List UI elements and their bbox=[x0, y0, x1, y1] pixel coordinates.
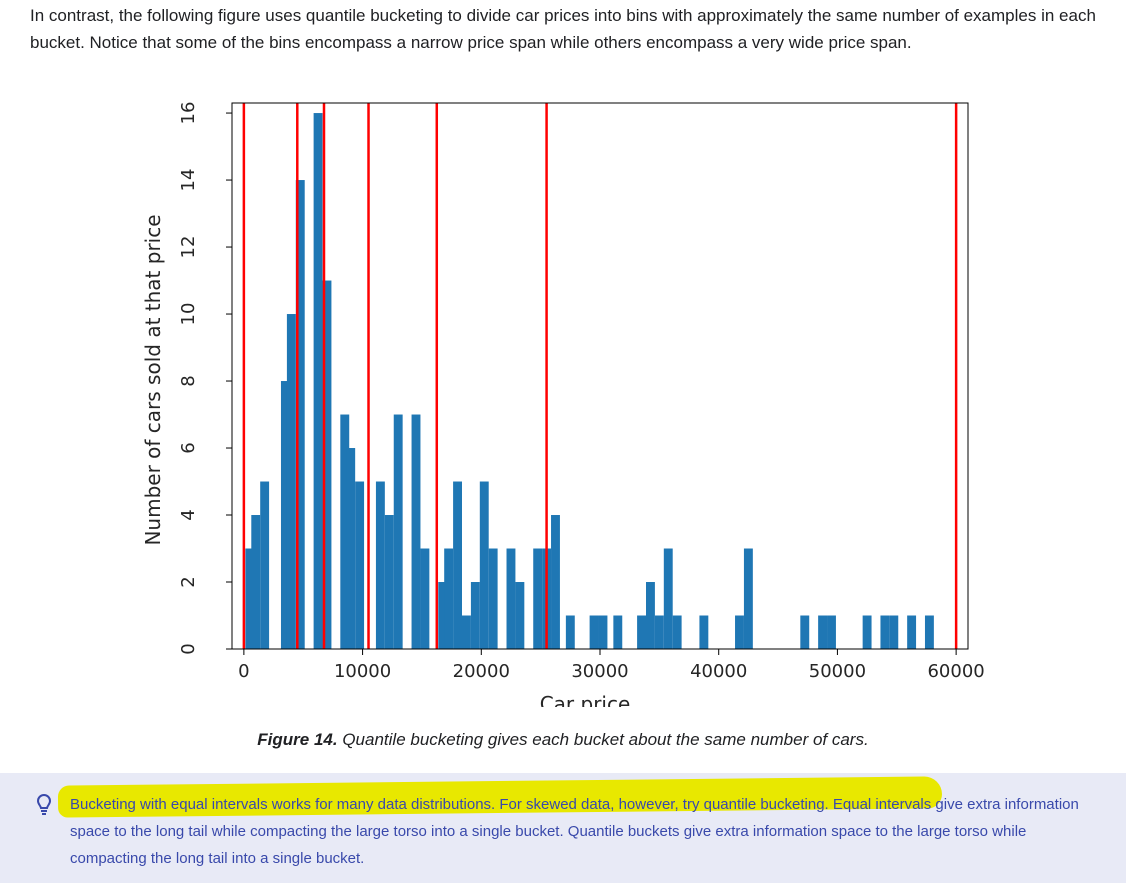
histogram-bar-24 bbox=[506, 548, 516, 649]
histogram-bar-13 bbox=[384, 515, 394, 649]
histogram-bar-10 bbox=[346, 448, 356, 649]
histogram-bar-40 bbox=[743, 548, 753, 649]
intro-paragraph: In contrast, the following figure uses q… bbox=[30, 6, 1096, 52]
histogram-bar-15 bbox=[411, 414, 421, 649]
histogram-bar-48 bbox=[924, 615, 934, 649]
histogram-bar-7 bbox=[313, 113, 323, 650]
x-tick-label: 60000 bbox=[927, 661, 984, 682]
histogram-bar-44 bbox=[862, 615, 872, 649]
histogram-bar-19 bbox=[453, 481, 462, 649]
figure-caption-text: Quantile bucketing gives each bucket abo… bbox=[342, 730, 869, 749]
y-tick-label: 0 bbox=[178, 643, 199, 654]
histogram-bar-21 bbox=[470, 582, 480, 649]
y-tick-label: 8 bbox=[178, 375, 199, 386]
y-tick-label: 4 bbox=[178, 509, 199, 520]
histogram-bar-20 bbox=[462, 615, 471, 649]
y-tick-label: 12 bbox=[178, 236, 199, 259]
histogram-bar-8 bbox=[322, 280, 332, 649]
histogram-bar-47 bbox=[907, 615, 917, 649]
histogram-bar-26 bbox=[533, 548, 543, 649]
histogram-bar-14 bbox=[393, 414, 403, 649]
histogram-bar-22 bbox=[479, 481, 489, 649]
histogram-bar-35 bbox=[654, 615, 664, 649]
histogram-bar-31 bbox=[598, 615, 608, 649]
quantile-boundary-lines bbox=[242, 103, 958, 649]
histogram-bar-41 bbox=[800, 615, 810, 649]
x-tick-label: 40000 bbox=[690, 661, 747, 682]
y-tick-label: 2 bbox=[178, 576, 199, 587]
histogram-bar-32 bbox=[613, 615, 623, 649]
x-tick-label: 50000 bbox=[809, 661, 866, 682]
x-tick-label: 30000 bbox=[571, 661, 628, 682]
histogram-bar-38 bbox=[699, 615, 709, 649]
histogram-bar-5 bbox=[286, 314, 296, 649]
histogram-bar-23 bbox=[488, 548, 498, 649]
figure-caption: Figure 14. Quantile bucketing gives each… bbox=[0, 730, 1126, 750]
histogram-bar-25 bbox=[515, 582, 525, 649]
histogram-bar-46 bbox=[889, 615, 899, 649]
histogram-bar-6 bbox=[295, 180, 305, 649]
histogram-bar-30 bbox=[589, 615, 599, 649]
car-price-histogram: 0 10000 20000 30000 40000 50000 60000 0 2 4 6 8 10 1… bbox=[141, 102, 985, 707]
histogram-bar-12 bbox=[375, 481, 385, 649]
histogram-bar-29 bbox=[565, 615, 575, 649]
histogram-bar-33 bbox=[637, 615, 646, 649]
x-axis-label: Car price bbox=[540, 692, 631, 707]
histogram-bars bbox=[245, 113, 934, 650]
histogram-bar-11 bbox=[355, 481, 365, 649]
lightbulb-icon bbox=[36, 793, 52, 815]
histogram-bar-42 bbox=[818, 615, 828, 649]
histogram-bar-16 bbox=[420, 548, 430, 649]
figure-caption-label: Figure 14. bbox=[257, 730, 338, 749]
x-tick-label: 0 bbox=[238, 661, 249, 682]
histogram-bar-2 bbox=[251, 515, 261, 649]
histogram-bar-43 bbox=[827, 615, 836, 649]
histogram-bar-34 bbox=[646, 582, 655, 649]
y-axis-label: Number of cars sold at that price bbox=[141, 214, 165, 545]
tip-callout: Bucketing with equal intervals works for… bbox=[0, 773, 1126, 883]
histogram-bar-39 bbox=[735, 615, 744, 649]
histogram-bar-28 bbox=[551, 515, 560, 649]
histogram-bar-4 bbox=[280, 381, 290, 649]
y-tick-label: 6 bbox=[178, 442, 199, 453]
histogram-bar-1 bbox=[245, 548, 255, 649]
y-tick-label: 14 bbox=[178, 169, 199, 192]
histogram-bar-45 bbox=[880, 615, 890, 649]
y-axis-ticks: 0 2 4 6 8 10 12 14 16 bbox=[178, 102, 232, 655]
tip-text: Bucketing with equal intervals works for… bbox=[70, 796, 1079, 867]
histogram-bar-17 bbox=[438, 582, 448, 649]
x-tick-label: 20000 bbox=[453, 661, 510, 682]
histogram-bar-3 bbox=[260, 481, 270, 649]
x-axis-ticks: 0 10000 20000 30000 40000 50000 60000 bbox=[238, 649, 985, 682]
histogram-bar-36 bbox=[663, 548, 673, 649]
y-tick-label: 10 bbox=[178, 303, 199, 326]
x-tick-label: 10000 bbox=[334, 661, 391, 682]
histogram-bar-37 bbox=[672, 615, 682, 649]
y-tick-label: 16 bbox=[178, 102, 199, 125]
histogram-bar-18 bbox=[444, 548, 454, 649]
histogram-bar-9 bbox=[340, 414, 350, 649]
